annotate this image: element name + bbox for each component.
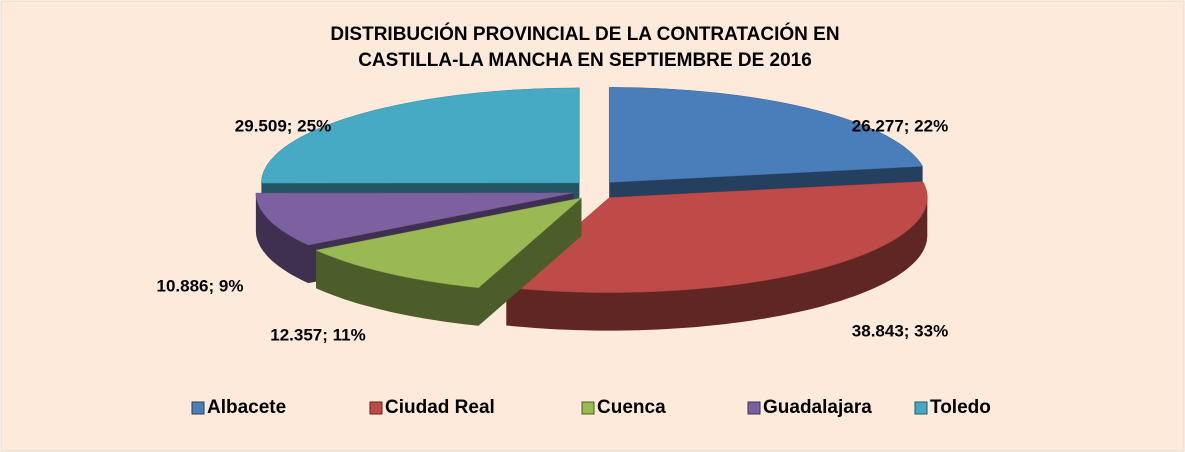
slice [261, 87, 580, 184]
legend-swatch [191, 401, 205, 415]
legend-swatch [747, 401, 761, 415]
legend-label: Ciudad Real [385, 397, 495, 418]
legend-swatch [581, 401, 595, 415]
legend-swatch [369, 401, 383, 415]
data-label: 29.509; 25% [235, 116, 331, 135]
data-label: 38.843; 33% [852, 321, 948, 340]
slice [608, 87, 924, 183]
chart-subtitle: CASTILLA-LA MANCHA EN SEPTIEMBRE DE 2016 [358, 50, 812, 71]
chart-title: DISTRIBUCIÓN PROVINCIAL DE LA CONTRATACI… [330, 23, 839, 45]
pie [255, 87, 928, 331]
slice [505, 181, 928, 293]
data-label: 26.277; 22% [852, 116, 948, 135]
data-label: 10.886; 9% [157, 276, 244, 295]
legend-label: Toledo [930, 397, 991, 418]
slice [255, 192, 574, 246]
slice [315, 197, 583, 289]
data-label: 12.357; 11% [270, 325, 365, 344]
legend-label: Cuenca [597, 397, 666, 418]
legend-label: Guadalajara [763, 397, 872, 418]
legend-swatch [914, 401, 928, 415]
legend-label: Albacete [207, 397, 286, 418]
